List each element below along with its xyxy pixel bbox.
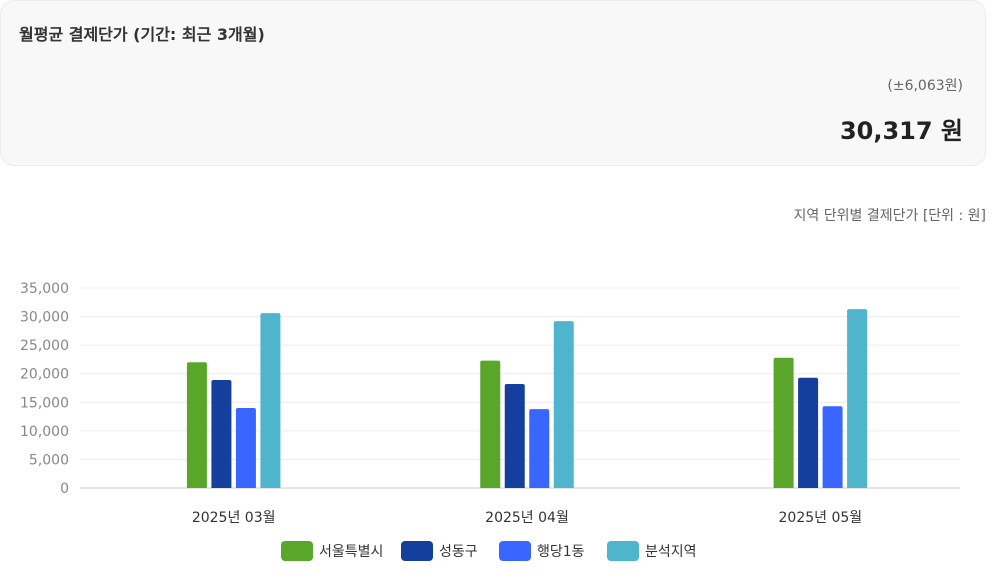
summary-card: 월평균 결제단가 (기간: 최근 3개월) (±6,063원) 30,317 원 [0, 0, 986, 166]
bar [504, 384, 525, 488]
x-axis-categories: 2025년 03월 2025년 04월 2025년 05월 [192, 510, 862, 526]
summary-range: (±6,063원) [887, 78, 963, 94]
bar [529, 409, 550, 488]
chart-caption: 지역 단위별 결제단가 [단위 : 원] [793, 208, 986, 224]
y-tick-label: 5,000 [29, 452, 69, 468]
x-category-label: 2025년 05월 [779, 510, 863, 526]
bar [553, 321, 574, 488]
legend-swatch [281, 541, 313, 561]
y-tick-label: 25,000 [20, 338, 69, 354]
bar [480, 360, 501, 488]
y-tick-label: 30,000 [20, 310, 69, 326]
summary-title: 월평균 결제단가 (기간: 최근 3개월) [19, 25, 265, 44]
x-category-label: 2025년 04월 [485, 510, 569, 526]
y-tick-label: 0 [60, 481, 69, 497]
bar [186, 362, 207, 488]
y-axis-ticks: 0 5,000 10,000 15,000 20,000 25,000 30,000 35,0… [20, 281, 69, 497]
bar [773, 357, 794, 488]
bar [847, 309, 868, 488]
legend-label: 서울특별시 [319, 544, 383, 560]
legend-label: 성동구 [439, 544, 478, 560]
y-tick-label: 15,000 [20, 395, 69, 411]
bar [260, 313, 281, 488]
y-tick-label: 35,000 [20, 281, 69, 297]
summary-value: 30,317 원 [839, 117, 963, 145]
legend-label: 행당1동 [537, 544, 585, 560]
y-tick-label: 20,000 [20, 367, 69, 383]
y-tick-label: 10,000 [20, 424, 69, 440]
bar [235, 408, 256, 488]
bars [186, 309, 868, 488]
bar [211, 380, 232, 488]
x-category-label: 2025년 03월 [192, 510, 276, 526]
legend: 서울특별시 성동구 행당1동 분석지역 [281, 541, 697, 561]
bar [798, 377, 819, 488]
legend-swatch [401, 541, 433, 561]
legend-swatch [607, 541, 639, 561]
legend-label: 분석지역 [645, 544, 697, 560]
legend-swatch [499, 541, 531, 561]
bar [822, 406, 843, 488]
